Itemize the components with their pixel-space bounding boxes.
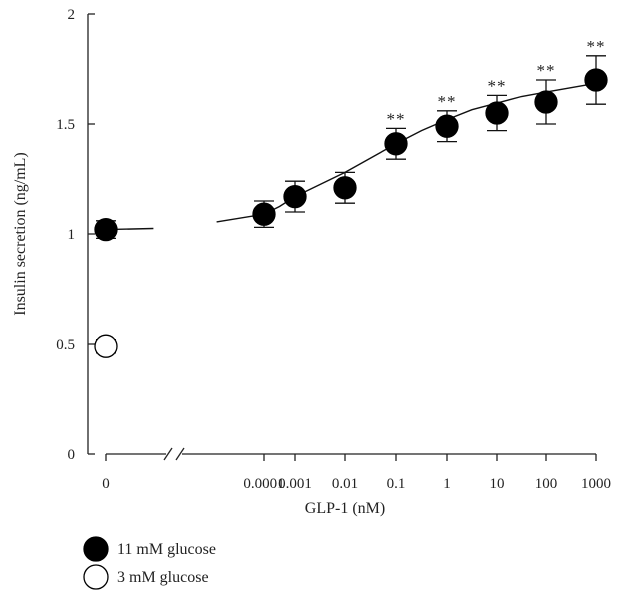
legend-label: 3 mM glucose [117, 569, 209, 586]
y-tick-label: 2 [68, 7, 76, 23]
data-point [385, 133, 407, 155]
y-tick-label: 1 [68, 227, 76, 243]
data-point [284, 186, 306, 208]
significance-label: ** [438, 92, 457, 111]
x-tick-label: 1000 [581, 476, 611, 492]
point-11mM-0.0001 [253, 201, 275, 227]
y-axis-title: Insulin secretion (ng/mL) [12, 152, 29, 316]
data-point [95, 335, 117, 357]
data-point [436, 115, 458, 137]
x-tick-label: 0.001 [278, 476, 312, 492]
x-tick-label: 100 [535, 476, 558, 492]
x-tick-label: 0.1 [387, 476, 406, 492]
data-point [585, 69, 607, 91]
legend: 11 mM glucose 3 mM glucose [84, 537, 216, 589]
data-point [486, 102, 508, 124]
point-11mM-10: ** [486, 76, 508, 130]
legend-marker [84, 537, 108, 561]
significance-label: ** [587, 37, 606, 56]
data-point [253, 203, 275, 225]
point-11mM-0.001 [284, 181, 306, 212]
data-marks: ** ** ** ** ** [95, 37, 607, 357]
significance-label: ** [387, 109, 406, 128]
significance-label: ** [488, 76, 507, 95]
data-point [334, 177, 356, 199]
x-tick-label: 0.01 [332, 476, 358, 492]
y-tick-label: 1.5 [56, 117, 75, 133]
point-11mM-0.01 [334, 172, 356, 203]
y-tick-label: 0.5 [56, 337, 75, 353]
fit-curve [106, 83, 596, 229]
x-tick-label: 0 [102, 476, 110, 492]
point-11mM-0.1: ** [385, 109, 407, 159]
y-tick-label: 0 [68, 447, 76, 463]
x-axis-title: GLP-1 (nM) [305, 500, 385, 517]
data-point [535, 91, 557, 113]
point-11mM-0 [95, 219, 117, 241]
x-tick-label: 10 [490, 476, 505, 492]
significance-label: ** [537, 61, 556, 80]
legend-label: 11 mM glucose [117, 541, 216, 558]
point-11mM-1000: ** [585, 37, 607, 104]
data-point [95, 219, 117, 241]
point-3mM-0 [95, 335, 117, 357]
point-11mM-100: ** [535, 61, 557, 124]
legend-marker [84, 565, 108, 589]
x-tick-label: 1 [443, 476, 451, 492]
